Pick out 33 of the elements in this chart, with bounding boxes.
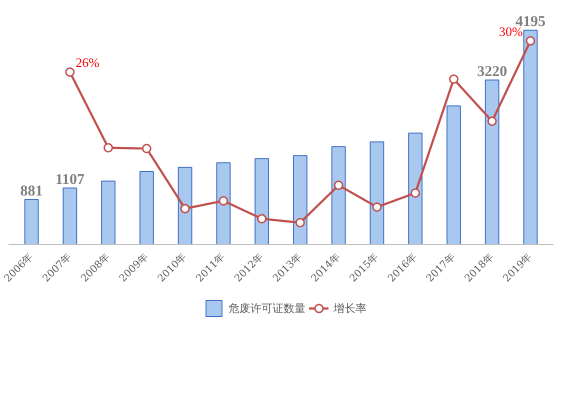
data-label: 881 — [20, 183, 43, 200]
data-label: 26% — [76, 55, 100, 70]
point — [142, 144, 152, 154]
bar — [254, 158, 270, 244]
point — [334, 180, 344, 190]
bar — [292, 155, 308, 244]
bar — [62, 187, 78, 244]
point — [65, 67, 75, 77]
legend-label: 增长率 — [334, 302, 366, 316]
data-label: 3220 — [477, 64, 508, 80]
bar — [216, 162, 231, 244]
data-label: 1107 — [55, 172, 85, 188]
bar — [370, 141, 384, 244]
bar — [408, 132, 423, 244]
point — [410, 188, 420, 198]
bar — [484, 80, 500, 244]
point — [448, 74, 458, 84]
point — [180, 204, 190, 214]
bar — [24, 198, 39, 244]
point — [295, 218, 305, 228]
bar — [101, 180, 116, 244]
bar — [139, 170, 154, 244]
point — [372, 202, 382, 212]
bar — [446, 105, 461, 244]
bar — [178, 166, 192, 244]
point — [104, 143, 114, 153]
point — [218, 196, 228, 206]
point — [487, 116, 497, 126]
point — [526, 36, 536, 46]
bar — [331, 146, 346, 244]
bar — [523, 30, 538, 244]
legend-label: 危废许可证数量 — [228, 302, 306, 316]
point — [257, 214, 267, 224]
